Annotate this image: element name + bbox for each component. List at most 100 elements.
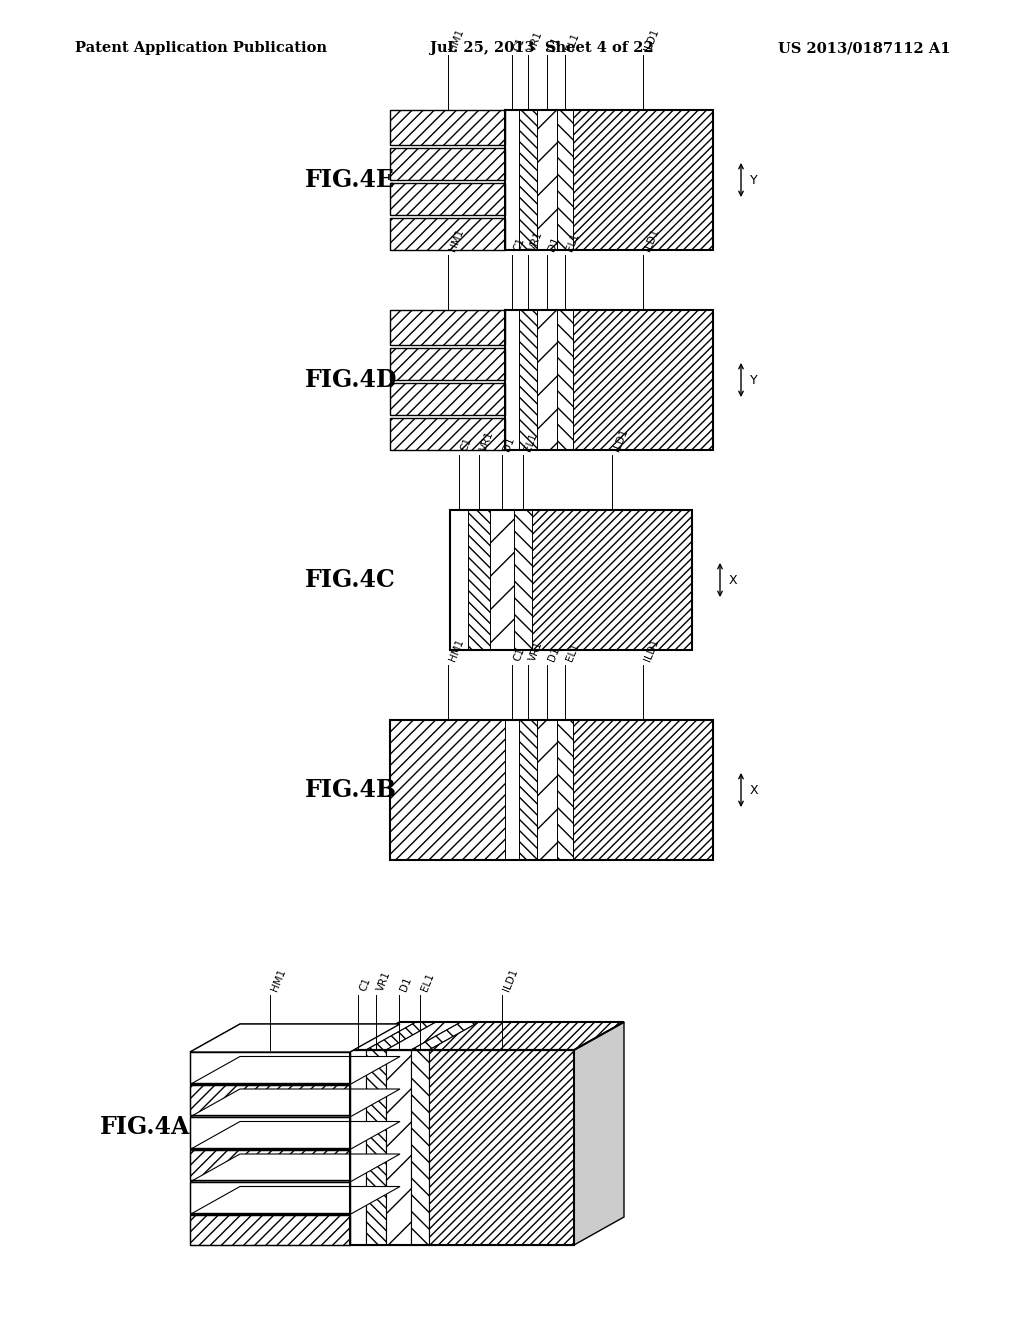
Text: FIG.4E: FIG.4E <box>305 168 395 191</box>
Polygon shape <box>190 1122 400 1150</box>
Bar <box>190 1150 350 1180</box>
Bar <box>429 1049 574 1245</box>
Bar <box>537 719 557 861</box>
Bar <box>366 1049 386 1245</box>
Text: VR1: VR1 <box>479 430 496 453</box>
Text: HM1: HM1 <box>447 227 466 253</box>
Bar <box>411 1049 429 1245</box>
Bar <box>390 348 505 380</box>
Bar <box>390 148 505 180</box>
Bar <box>350 1049 574 1245</box>
Polygon shape <box>190 1024 400 1052</box>
Text: Y: Y <box>750 374 758 387</box>
Polygon shape <box>190 1187 400 1214</box>
Bar <box>505 310 713 450</box>
Text: C1: C1 <box>512 236 526 253</box>
Text: D1: D1 <box>502 436 517 453</box>
Bar <box>190 1150 350 1180</box>
Bar <box>557 310 573 450</box>
Bar <box>505 110 713 249</box>
Bar <box>390 719 713 861</box>
Text: VR1: VR1 <box>528 30 545 53</box>
Text: FIG.4C: FIG.4C <box>305 568 395 591</box>
Bar <box>390 348 505 380</box>
Bar <box>390 383 505 414</box>
Bar <box>350 1049 366 1245</box>
Text: D1: D1 <box>398 975 414 993</box>
Text: EL1: EL1 <box>565 232 582 253</box>
Text: FIG.4D: FIG.4D <box>305 368 397 392</box>
Bar <box>557 719 573 861</box>
Bar <box>390 110 505 145</box>
Bar <box>190 1214 350 1245</box>
Bar <box>519 310 537 450</box>
Bar <box>190 1085 350 1115</box>
Bar <box>190 1117 350 1147</box>
Bar <box>190 1052 350 1082</box>
Bar <box>573 310 713 450</box>
Bar <box>190 1117 350 1147</box>
Polygon shape <box>350 1022 416 1049</box>
Bar <box>450 510 468 649</box>
Polygon shape <box>574 1022 624 1245</box>
Polygon shape <box>411 1022 479 1049</box>
Bar <box>390 418 505 450</box>
Bar <box>557 110 573 249</box>
Bar <box>390 310 505 345</box>
Bar <box>490 510 514 649</box>
Text: D1: D1 <box>547 36 562 53</box>
Bar <box>390 183 505 215</box>
Text: ILD1: ILD1 <box>643 28 662 53</box>
Text: Y: Y <box>750 173 758 186</box>
Text: HM1: HM1 <box>447 638 466 663</box>
Text: C1: C1 <box>512 36 526 53</box>
Text: ILD1: ILD1 <box>643 638 662 663</box>
Bar <box>390 183 505 215</box>
Bar <box>505 110 519 249</box>
Polygon shape <box>190 1089 400 1117</box>
Bar <box>390 418 505 450</box>
Text: HM1: HM1 <box>447 28 466 53</box>
Text: ILD1: ILD1 <box>643 227 662 253</box>
Text: ILD1: ILD1 <box>502 968 519 993</box>
Text: FIG.4B: FIG.4B <box>305 777 397 803</box>
Bar <box>190 1181 350 1213</box>
Text: VR1: VR1 <box>528 640 545 663</box>
Text: C1: C1 <box>512 647 526 663</box>
Bar <box>190 1052 350 1082</box>
Bar <box>573 719 713 861</box>
Text: ILD1: ILD1 <box>612 428 630 453</box>
Bar <box>450 510 692 649</box>
Bar <box>190 1085 350 1115</box>
Text: D1: D1 <box>547 236 562 253</box>
Polygon shape <box>429 1022 624 1049</box>
Polygon shape <box>386 1022 461 1049</box>
Bar <box>390 719 505 861</box>
Text: D1: D1 <box>547 645 562 663</box>
Text: C1: C1 <box>459 437 473 453</box>
Text: Jul. 25, 2013  Sheet 4 of 22: Jul. 25, 2013 Sheet 4 of 22 <box>430 41 653 55</box>
Bar <box>390 218 505 249</box>
Bar <box>390 148 505 180</box>
Bar <box>537 310 557 450</box>
Polygon shape <box>190 1056 400 1085</box>
Text: EL1: EL1 <box>420 972 436 993</box>
Bar <box>190 1214 350 1245</box>
Polygon shape <box>190 1024 400 1052</box>
Text: EL1: EL1 <box>565 32 582 53</box>
Polygon shape <box>190 1154 400 1181</box>
Text: C1: C1 <box>358 977 373 993</box>
Bar <box>390 310 505 345</box>
Polygon shape <box>366 1022 436 1049</box>
Bar <box>537 110 557 249</box>
Bar <box>573 110 713 249</box>
Text: FIG.4A: FIG.4A <box>100 1115 190 1139</box>
Text: X: X <box>729 573 737 586</box>
Text: US 2013/0187112 A1: US 2013/0187112 A1 <box>777 41 950 55</box>
Bar <box>505 719 519 861</box>
Text: Patent Application Publication: Patent Application Publication <box>75 41 327 55</box>
Text: VR1: VR1 <box>376 970 393 993</box>
Bar <box>505 310 519 450</box>
Bar <box>519 719 537 861</box>
Text: VR1: VR1 <box>528 230 545 253</box>
